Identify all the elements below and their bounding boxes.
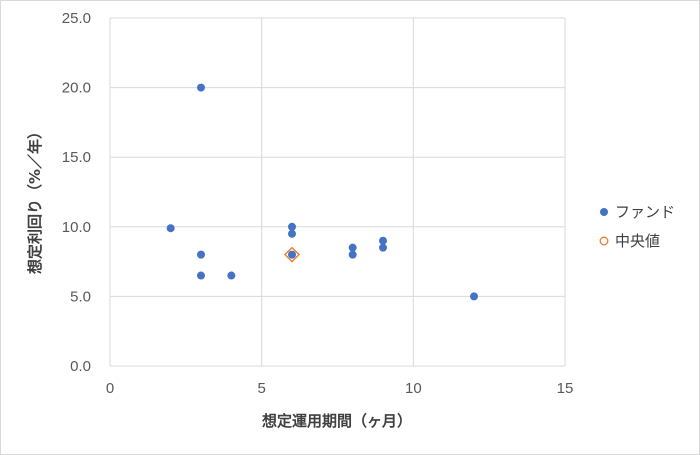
y-tick-label: 0.0 — [70, 358, 91, 375]
fund-point — [227, 271, 236, 280]
y-tick-label: 20.0 — [62, 80, 91, 97]
y-tick-label: 15.0 — [62, 149, 91, 166]
legend: ファンド 中央値 — [599, 203, 675, 250]
x-tick-label: 10 — [405, 380, 422, 397]
y-tick-label: 25.0 — [62, 10, 91, 27]
legend-marker-fund — [600, 208, 608, 216]
fund-point — [379, 236, 387, 245]
fund-point — [348, 243, 357, 252]
x-tick-label: 15 — [557, 380, 574, 397]
legend-label-median: 中央値 — [615, 232, 660, 250]
legend-label-fund: ファンド — [615, 203, 675, 221]
y-tick-labels: 0.0 5.0 10.0 15.0 20.0 25.0 — [62, 10, 91, 375]
x-tick-label: 0 — [106, 380, 114, 397]
fund-point — [197, 83, 205, 92]
median-point — [284, 246, 300, 263]
x-tick-label: 5 — [257, 380, 265, 397]
x-axis-title: 想定運用期間（ヶ月） — [261, 412, 412, 430]
y-tick-label: 10.0 — [62, 219, 91, 236]
gridlines — [109, 17, 566, 367]
y-tick-label: 5.0 — [70, 288, 91, 305]
data-points — [166, 83, 478, 301]
fund-point — [197, 271, 205, 280]
fund-point — [470, 292, 478, 301]
fund-point — [348, 250, 357, 259]
fund-point — [288, 250, 296, 259]
fund-point — [197, 250, 205, 259]
fund-point — [166, 224, 175, 233]
legend-marker-median — [599, 236, 609, 246]
fund-point — [288, 229, 296, 238]
x-tick-labels: 0 5 10 15 — [106, 380, 574, 397]
y-axis-title: 想定利回り（%／年） — [26, 124, 44, 275]
fund-point — [379, 243, 387, 252]
fund-point — [288, 222, 296, 231]
